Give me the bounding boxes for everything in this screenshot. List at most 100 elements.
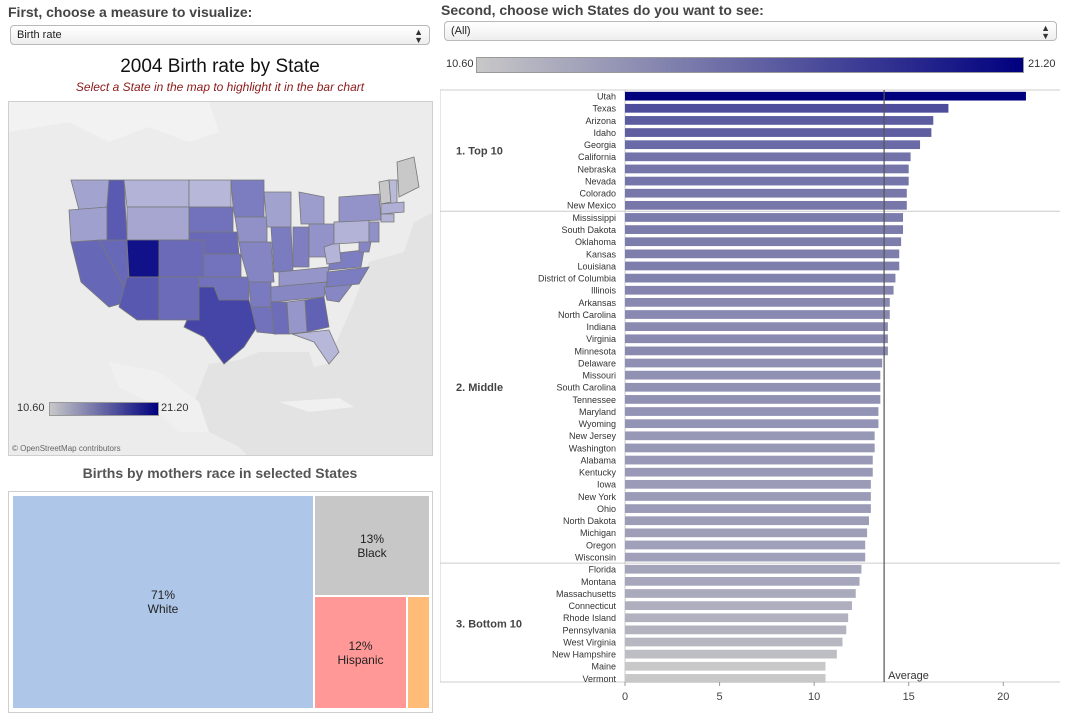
state-alabama[interactable]	[286, 299, 308, 335]
bar[interactable]	[625, 322, 888, 331]
state-north-dakota[interactable]	[188, 179, 232, 208]
bar[interactable]	[625, 637, 843, 647]
state-connecticut[interactable]	[380, 213, 395, 223]
treemap-label: Hispanic	[337, 652, 384, 667]
bar[interactable]	[625, 273, 896, 283]
states-select[interactable]: (All) ▲ ▼	[444, 21, 1057, 41]
bar[interactable]	[625, 455, 873, 465]
state-maine[interactable]	[396, 156, 420, 198]
treemap-cell-hispanic[interactable]: 12% Hispanic	[314, 596, 407, 709]
bar[interactable]	[625, 443, 875, 453]
map-panel[interactable]: 10.60 21.20 © OpenStreetMap contributors	[8, 101, 433, 456]
bar-state-label: Indiana	[586, 322, 616, 332]
bar[interactable]	[625, 334, 888, 344]
state-maryland[interactable]	[358, 241, 372, 253]
state-montana[interactable]	[123, 179, 190, 208]
treemap-cell-black[interactable]: 13% Black	[314, 495, 430, 596]
measure-prompt: First, choose a measure to visualize:	[8, 4, 253, 20]
bar[interactable]	[625, 467, 873, 477]
state-new-jersey[interactable]	[368, 221, 380, 243]
bar[interactable]	[625, 625, 847, 635]
bar[interactable]	[625, 103, 949, 113]
bar[interactable]	[625, 298, 890, 307]
treemap-cell-white[interactable]: 71% White	[12, 495, 314, 709]
state-pennsylvania[interactable]	[333, 219, 370, 245]
bar[interactable]	[625, 128, 932, 137]
bar[interactable]	[625, 395, 881, 404]
bar[interactable]	[625, 552, 866, 562]
bar-state-label: South Carolina	[556, 383, 616, 393]
bar[interactable]	[625, 346, 888, 356]
state-illinois[interactable]	[270, 226, 294, 273]
state-north-carolina[interactable]	[326, 266, 370, 288]
bar[interactable]	[625, 516, 869, 526]
bar[interactable]	[625, 479, 871, 489]
state-texas[interactable]	[183, 286, 258, 365]
bar[interactable]	[625, 601, 852, 610]
bar[interactable]	[625, 249, 900, 259]
state-mississippi[interactable]	[270, 301, 290, 335]
state-iowa[interactable]	[234, 216, 268, 243]
bar[interactable]	[625, 140, 921, 150]
bar[interactable]	[625, 213, 904, 222]
bar[interactable]	[625, 674, 826, 683]
state-new-york[interactable]	[338, 193, 382, 223]
state-utah[interactable]	[126, 239, 160, 278]
bar[interactable]	[625, 225, 904, 234]
bar[interactable]	[625, 564, 862, 574]
bar[interactable]	[625, 504, 871, 513]
bar[interactable]	[625, 577, 860, 586]
bar[interactable]	[625, 382, 881, 392]
state-kansas[interactable]	[203, 253, 242, 278]
bar[interactable]	[625, 285, 894, 295]
bar-chart[interactable]: 1. Top 10 Utah Texas Arizona Idaho Georgia Cal…	[440, 86, 1062, 710]
state-minnesota[interactable]	[230, 179, 265, 218]
bar[interactable]	[625, 188, 907, 198]
state-arizona[interactable]	[118, 276, 160, 321]
bar-state-label: Washington	[569, 443, 616, 453]
state-new-mexico[interactable]	[158, 276, 200, 321]
us-map[interactable]	[9, 102, 433, 456]
bar[interactable]	[625, 540, 866, 550]
bar[interactable]	[625, 200, 907, 210]
bar[interactable]	[625, 310, 890, 319]
bar[interactable]	[625, 661, 826, 671]
bar[interactable]	[625, 116, 934, 125]
state-oregon[interactable]	[68, 206, 108, 243]
bar[interactable]	[625, 613, 849, 623]
state-wyoming[interactable]	[126, 206, 190, 241]
state-georgia[interactable]	[304, 296, 330, 333]
state-arkansas[interactable]	[248, 281, 272, 308]
bar[interactable]	[625, 589, 856, 598]
bar[interactable]	[625, 492, 871, 501]
bar[interactable]	[625, 528, 868, 538]
state-indiana[interactable]	[292, 226, 310, 268]
state-michigan[interactable]	[298, 191, 325, 225]
state-florida[interactable]	[291, 329, 340, 365]
bar[interactable]	[625, 407, 879, 416]
measure-select[interactable]: Birth rate ▲ ▼	[10, 25, 430, 45]
bar[interactable]	[625, 649, 837, 659]
map-title: 2004 Birth rate by State	[120, 56, 320, 77]
bar[interactable]	[625, 176, 909, 186]
bar[interactable]	[625, 91, 1026, 101]
bar[interactable]	[625, 152, 911, 162]
bar-state-label: Texas	[592, 104, 616, 114]
state-wisconsin[interactable]	[263, 191, 292, 228]
state-massachusetts[interactable]	[380, 201, 405, 215]
bar[interactable]	[625, 164, 909, 174]
bar[interactable]	[625, 237, 902, 247]
bar-state-label: Tennessee	[572, 395, 616, 405]
bar-state-label: Arizona	[585, 116, 616, 126]
bar[interactable]	[625, 419, 879, 429]
state-idaho[interactable]	[106, 179, 128, 241]
bar[interactable]	[625, 370, 881, 380]
map-attribution: © OpenStreetMap contributors	[12, 444, 121, 453]
state-south-dakota[interactable]	[188, 206, 234, 233]
bar[interactable]	[625, 358, 883, 368]
bar[interactable]	[625, 431, 875, 441]
state-colorado[interactable]	[158, 239, 205, 278]
legend-max: 21.20	[1028, 58, 1056, 70]
bar[interactable]	[625, 261, 900, 271]
treemap-cell-other[interactable]	[407, 596, 430, 709]
